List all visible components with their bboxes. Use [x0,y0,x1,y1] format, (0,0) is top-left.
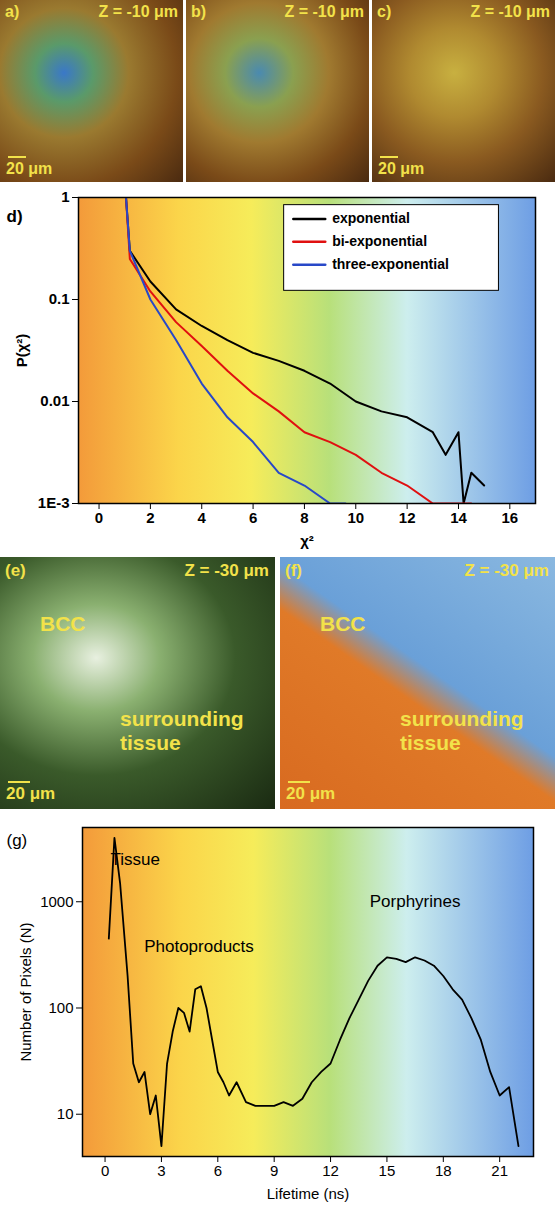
svg-text:9: 9 [270,1162,278,1179]
svg-text:12: 12 [399,509,416,526]
svg-text:Number of Pixels (N): Number of Pixels (N) [17,922,34,1061]
svg-text:10: 10 [347,509,364,526]
svg-text:14: 14 [450,509,467,526]
html-text:Z = -30 μm: Z = -30 μm [464,561,549,580]
svg-text:0: 0 [95,509,103,526]
html-text:20 μm: 20 μm [378,160,425,177]
svg-text:6: 6 [249,509,257,526]
svg-text:100: 100 [48,999,73,1016]
svg-text:6: 6 [214,1162,222,1179]
html-text:surrounding tissue: surrounding tissue [400,707,524,754]
html-text:20 μm: 20 μm [6,160,53,177]
svg-text:0.1: 0.1 [49,290,70,307]
html-text:Z = -30 μm: Z = -30 μm [184,561,269,580]
html-text:(e): (e) [5,561,26,580]
svg-text:(g): (g) [7,831,28,850]
html-text:BCC: BCC [320,612,366,635]
svg-text:12: 12 [322,1162,339,1179]
svg-text:P(χ²): P(χ²) [13,334,30,368]
html-text:Z = -10 μm: Z = -10 μm [284,3,364,20]
svg-text:2: 2 [146,509,154,526]
svg-text:1000: 1000 [40,893,73,910]
svg-text:4: 4 [198,509,207,526]
html-text:Z = -10 μm: Z = -10 μm [98,3,178,20]
svg-text:15: 15 [379,1162,396,1179]
html-text:surrounding tissue: surrounding tissue [120,707,244,754]
html-text:b): b) [191,3,207,20]
svg-text:16: 16 [501,509,518,526]
html-text:20 μm: 20 μm [6,784,56,803]
html-text:BCC: BCC [40,612,86,635]
svg-text:3: 3 [157,1162,165,1179]
svg-text:8: 8 [300,509,308,526]
svg-text:three-exponential: three-exponential [332,256,449,272]
html-text:(f): (f) [285,561,302,580]
svg-text:0: 0 [101,1162,109,1179]
svg-text:Porphyrines: Porphyrines [370,892,461,911]
html-text:Z = -10 μm: Z = -10 μm [470,3,550,20]
html-text:c): c) [377,3,392,20]
html-text:a): a) [5,3,20,20]
svg-text:exponential: exponential [332,210,410,226]
svg-text:χ²: χ² [300,532,314,549]
svg-text:18: 18 [435,1162,452,1179]
html-text:20 μm: 20 μm [286,784,336,803]
svg-text:d): d) [7,207,23,226]
svg-text:1E-3: 1E-3 [38,494,70,511]
svg-text:Tissue: Tissue [110,850,159,869]
svg-text:Lifetime (ns): Lifetime (ns) [267,1185,350,1202]
svg-text:1: 1 [61,188,69,205]
svg-text:Photoproducts: Photoproducts [144,937,254,956]
svg-text:0.01: 0.01 [40,392,69,409]
svg-text:bi-exponential: bi-exponential [332,233,427,249]
svg-text:21: 21 [491,1162,508,1179]
svg-text:10: 10 [57,1105,74,1122]
